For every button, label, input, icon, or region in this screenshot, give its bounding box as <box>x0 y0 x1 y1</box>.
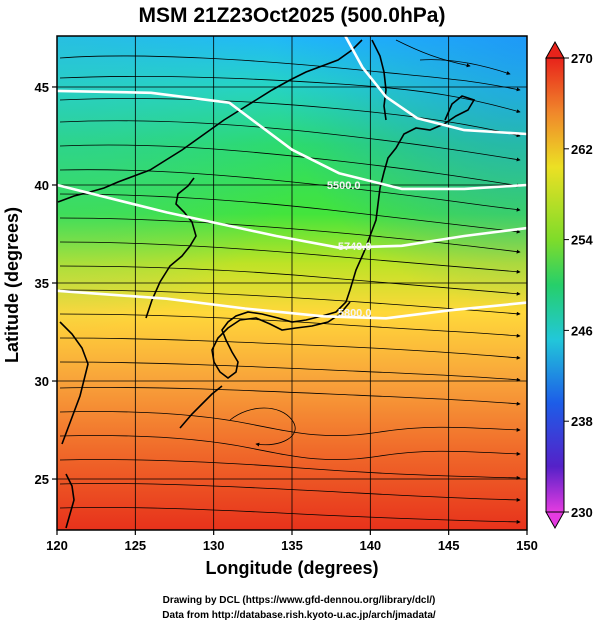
x-axis-label: Longitude (degrees) <box>205 558 378 578</box>
y-tick-label: 30 <box>35 374 49 389</box>
colorbar-tick-label: 246 <box>571 323 593 338</box>
colorbar-tick-label: 230 <box>571 505 593 520</box>
contour-line <box>56 289 528 320</box>
colorbar-ticks: 270 262 254 246 238 230 <box>564 51 593 520</box>
contour-labels: 5500.0 5740.0 5800.0 <box>327 180 372 319</box>
coastlines <box>57 39 476 529</box>
x-tick-label: 150 <box>516 538 538 553</box>
colorbar-extend-max <box>545 40 565 59</box>
x-tick-label: 130 <box>203 538 225 553</box>
coastline-taiwan <box>65 473 75 529</box>
x-tick-label: 125 <box>124 538 146 553</box>
coastline-mainland <box>57 39 363 203</box>
x-tick-label: 120 <box>46 538 68 553</box>
credit-data: Data from http://database.rish.kyoto-u.a… <box>162 610 436 621</box>
contour-label: 5800.0 <box>338 307 372 319</box>
colorbar: 270 262 254 246 238 230 <box>545 40 593 530</box>
coastline-ryukyu <box>179 385 223 429</box>
coastline-sakhalin <box>371 39 387 121</box>
y-tick-label: 25 <box>35 472 49 487</box>
contour-label: 5500.0 <box>327 180 361 192</box>
gridlines <box>57 36 527 530</box>
y-axis-label: Latitude (degrees) <box>2 207 22 363</box>
coastline-korea <box>145 177 197 319</box>
credit-drawing: Drawing by DCL (https://www.gfd-dennou.o… <box>163 595 436 606</box>
contour-line <box>56 89 528 191</box>
chart-title: MSM 21Z23Oct2025 (500.0hPa) <box>139 4 446 27</box>
coastline-china-coast <box>59 321 89 445</box>
contour-line <box>344 35 528 136</box>
plot-area: 5500.0 5740.0 5800.0 <box>56 35 528 530</box>
colorbar-extend-min <box>545 511 565 530</box>
colorbar-tick-label: 270 <box>571 51 593 66</box>
contour-label: 5740.0 <box>338 241 372 253</box>
x-axis: 120 125 130 135 140 145 150 <box>46 530 538 553</box>
contour-line <box>56 183 528 249</box>
height-contours <box>56 35 528 320</box>
colorbar-scale <box>545 57 565 513</box>
colorbar-tick-label: 254 <box>571 233 593 248</box>
y-tick-label: 40 <box>35 178 49 193</box>
streamlines <box>59 39 521 524</box>
y-tick-label: 35 <box>35 276 49 291</box>
x-tick-label: 140 <box>359 538 381 553</box>
colorbar-tick-label: 262 <box>571 142 593 157</box>
y-tick-label: 45 <box>35 80 49 95</box>
coastline-japan <box>211 95 476 379</box>
y-axis: 25 30 35 40 45 <box>35 80 57 487</box>
colorbar-tick-label: 238 <box>571 414 593 429</box>
x-tick-label: 135 <box>281 538 303 553</box>
x-tick-label: 145 <box>438 538 460 553</box>
